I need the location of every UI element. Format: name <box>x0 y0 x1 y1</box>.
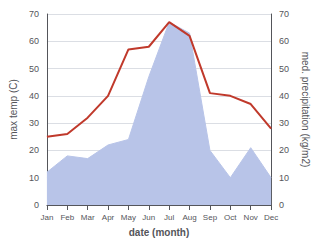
svg-text:Oct: Oct <box>224 213 237 222</box>
svg-text:May: May <box>121 213 136 222</box>
svg-text:Jun: Jun <box>142 213 155 222</box>
svg-text:10: 10 <box>29 173 39 183</box>
svg-text:50: 50 <box>279 64 289 74</box>
svg-text:70: 70 <box>29 9 39 19</box>
svg-text:0: 0 <box>279 200 284 210</box>
svg-text:40: 40 <box>279 91 289 101</box>
svg-text:30: 30 <box>279 118 289 128</box>
svg-text:70: 70 <box>279 9 289 19</box>
svg-text:Apr: Apr <box>102 213 115 222</box>
svg-text:Aug: Aug <box>182 213 196 222</box>
svg-text:40: 40 <box>29 91 39 101</box>
svg-text:date (month): date (month) <box>129 227 190 238</box>
svg-text:Sep: Sep <box>203 213 218 222</box>
svg-text:Jul: Jul <box>164 213 174 222</box>
svg-text:60: 60 <box>29 36 39 46</box>
svg-text:Nov: Nov <box>244 213 258 222</box>
svg-text:20: 20 <box>279 145 289 155</box>
svg-text:50: 50 <box>29 64 39 74</box>
svg-text:20: 20 <box>29 145 39 155</box>
svg-text:30: 30 <box>29 118 39 128</box>
svg-text:60: 60 <box>279 36 289 46</box>
svg-text:10: 10 <box>279 173 289 183</box>
svg-text:0: 0 <box>34 200 39 210</box>
svg-text:med. precipitation (kg/m2): med. precipitation (kg/m2) <box>300 52 311 168</box>
svg-text:Dec: Dec <box>264 213 278 222</box>
svg-text:max temp (C): max temp (C) <box>8 79 19 140</box>
svg-text:Jan: Jan <box>40 213 53 222</box>
svg-text:Feb: Feb <box>60 213 74 222</box>
svg-text:Mar: Mar <box>81 213 95 222</box>
